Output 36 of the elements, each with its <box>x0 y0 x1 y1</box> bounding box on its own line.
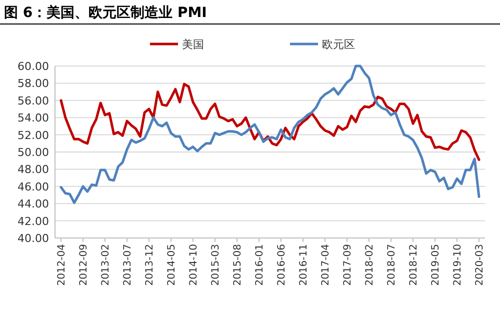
y-tick-label: 48.00 <box>18 163 49 176</box>
y-tick-label: 46.00 <box>18 180 49 194</box>
x-tick-label: 2018-02 <box>364 244 376 286</box>
legend-label: 美国 <box>182 38 204 51</box>
x-tick-label: 2014-05 <box>166 244 178 286</box>
x-tick-label: 2016-06 <box>276 244 288 286</box>
x-tick-label: 2017-09 <box>342 244 354 286</box>
x-tick-label: 2019-05 <box>430 244 442 286</box>
y-tick-label: 42.00 <box>18 214 49 228</box>
y-tick-label: 56.00 <box>18 94 49 108</box>
x-tick-label: 2020-03 <box>474 244 486 286</box>
x-tick-label: 2015-03 <box>210 244 222 286</box>
x-tick-label: 2018-07 <box>386 244 398 286</box>
chart-title: 图 6：美国、欧元区制造业 PMI <box>4 4 207 21</box>
legend-label: 欧元区 <box>322 38 355 51</box>
x-tick-label: 2012-04 <box>56 244 68 286</box>
y-tick-label: 52.00 <box>18 128 49 142</box>
line-series <box>60 82 480 161</box>
x-tick-label: 2017-04 <box>320 244 332 286</box>
x-tick-label: 2013-02 <box>100 244 112 286</box>
y-tick-label: 44.00 <box>18 198 49 211</box>
y-tick-label: 40.00 <box>18 232 49 245</box>
x-tick-label: 2013-07 <box>122 244 134 286</box>
x-tick-label: 2016-01 <box>254 244 266 286</box>
x-tick-label: 2016-11 <box>298 244 310 286</box>
line-series <box>60 64 480 204</box>
x-tick-label: 2019-10 <box>452 244 464 286</box>
x-tick-label: 2018-12 <box>408 244 420 286</box>
x-tick-label: 2015-08 <box>232 244 244 286</box>
x-tick-label: 2012-09 <box>78 244 90 286</box>
y-tick-label: 54.00 <box>18 112 49 125</box>
y-tick-label: 50.00 <box>18 146 49 159</box>
y-tick-label: 58.00 <box>18 77 49 90</box>
y-tick-label: 60.00 <box>18 60 49 73</box>
x-tick-label: 2014-10 <box>188 244 200 286</box>
x-tick-label: 2013-12 <box>144 244 156 286</box>
